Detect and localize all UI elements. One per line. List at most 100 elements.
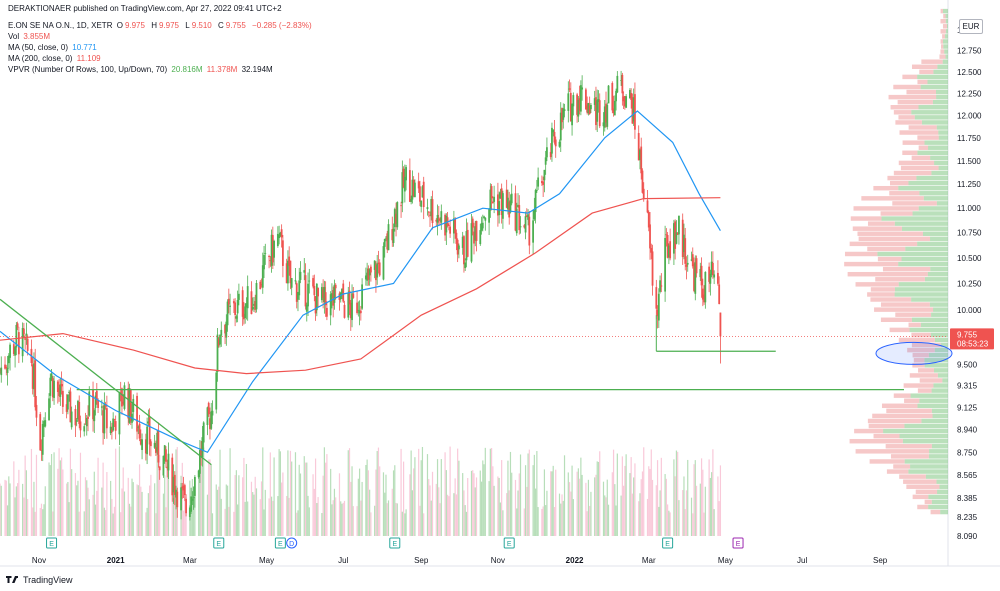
candle-body <box>192 497 195 499</box>
volume-bar <box>472 470 474 536</box>
candle-body <box>358 310 361 314</box>
volume-bar <box>62 469 64 536</box>
vpvr-row-up <box>933 307 948 312</box>
y-tick-label: 12.250 <box>957 89 982 98</box>
vpvr-row-down <box>880 211 913 216</box>
volume-bar <box>517 490 519 536</box>
candle-body <box>571 103 573 126</box>
vpvr-row-down <box>899 474 926 479</box>
currency-badge[interactable]: EUR <box>959 19 983 34</box>
vpvr-row-down <box>911 64 938 69</box>
volume-bar <box>396 503 398 536</box>
volume-bar <box>155 513 157 536</box>
candle-body <box>254 301 257 310</box>
indicator-volume[interactable]: Vol 3.855M <box>8 32 51 41</box>
candle-body <box>625 96 628 108</box>
volume-bar <box>76 485 78 536</box>
volume-bar <box>643 447 645 536</box>
candle-body <box>191 498 194 501</box>
candle-body <box>352 293 355 298</box>
volume-bar <box>40 503 43 536</box>
x-tick-label: Jul <box>797 556 807 565</box>
vpvr-row-down <box>917 135 939 140</box>
vpvr-row-up <box>910 393 948 398</box>
candle-body <box>323 287 326 303</box>
vpvr-row-down <box>886 469 909 474</box>
earnings-marker-icon[interactable]: E <box>274 537 286 549</box>
volume-bar <box>624 465 626 536</box>
volume-bar <box>558 493 561 536</box>
volume-bar <box>253 494 255 536</box>
volume-bar <box>474 487 476 536</box>
volume-bar <box>656 460 659 536</box>
indicator-ma200[interactable]: MA (200, close, 0) 11.109 <box>8 54 101 63</box>
volume-bar <box>711 472 713 536</box>
candle-body <box>655 287 658 309</box>
volume-bar <box>127 477 129 536</box>
indicator-ma50[interactable]: MA (50, close, 0) 10.771 <box>8 43 97 52</box>
candle-body <box>515 208 518 234</box>
candle-body <box>491 201 494 203</box>
volume-bar <box>699 483 701 536</box>
candle-body <box>586 105 589 113</box>
volume-bar <box>678 500 680 536</box>
volume-bar <box>449 446 451 536</box>
candle-body <box>39 414 42 451</box>
volume-bar <box>458 460 460 536</box>
vpvr-row-down <box>907 347 935 353</box>
vpvr-row-up <box>945 34 948 39</box>
candle-body <box>56 381 59 393</box>
ohlc-close: C 9.755 <box>217 21 246 30</box>
volume-bar <box>464 505 466 536</box>
candle-body <box>207 402 210 415</box>
candle-body <box>475 220 478 241</box>
candle-body <box>202 422 205 443</box>
x-tick-label: Nov <box>491 556 505 565</box>
volume-bar <box>225 484 227 536</box>
candle-body <box>105 408 108 429</box>
earnings-marker-icon[interactable]: E <box>662 537 674 549</box>
volume-bar <box>52 511 54 536</box>
vpvr-row-down <box>908 125 937 130</box>
earnings-marker-icon[interactable]: E <box>732 537 744 549</box>
candle-body <box>480 223 483 231</box>
volume-bar <box>123 491 126 536</box>
candle-body <box>500 188 503 216</box>
dividend-marker-icon[interactable]: D <box>286 537 298 549</box>
candle-body <box>632 97 635 122</box>
volume-bar <box>377 447 380 536</box>
vpvr-row-down <box>940 49 945 54</box>
volume-bar <box>341 503 343 536</box>
volume-bar <box>367 470 369 536</box>
vpvr-row-up <box>904 459 948 464</box>
vpvr-row-down <box>943 13 946 19</box>
vpvr-row-up <box>901 226 948 231</box>
volume-bar <box>483 464 485 536</box>
vpvr-row-up <box>928 145 948 150</box>
candle-body <box>523 225 526 228</box>
candle-body <box>464 262 467 269</box>
indicator-vpvr[interactable]: VPVR (Number Of Rows, 100, Up/Down, 70) … <box>8 65 273 74</box>
earnings-marker-icon[interactable]: E <box>389 537 401 549</box>
vpvr-row-up <box>930 266 948 272</box>
candle-body <box>473 231 475 244</box>
vpvr-row-down <box>904 398 920 403</box>
earnings-marker-icon[interactable]: E <box>46 537 58 549</box>
volume-bar <box>387 500 390 536</box>
candle-body <box>517 204 519 208</box>
earnings-marker-icon[interactable]: E <box>503 537 515 549</box>
candle-body <box>412 179 415 197</box>
y-tick-label: 10.500 <box>957 254 982 263</box>
volume-bar <box>567 472 569 536</box>
candle-body <box>285 263 288 284</box>
candle-body <box>377 262 380 265</box>
candle-body <box>332 290 335 306</box>
volume-bar <box>312 474 314 536</box>
candle-body <box>325 307 328 317</box>
candle-body <box>12 344 15 354</box>
vpvr-row-up <box>930 236 948 242</box>
vpvr-row-up <box>937 489 948 495</box>
earnings-marker-icon[interactable]: E <box>213 537 225 549</box>
volume-bar <box>307 495 309 536</box>
